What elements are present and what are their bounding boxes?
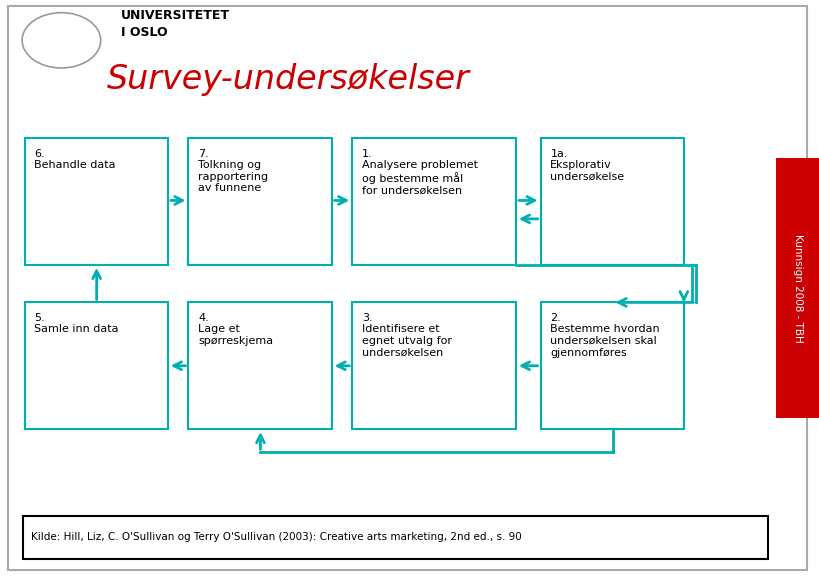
Text: Survey-undersøkelser: Survey-undersøkelser [106,63,469,96]
Text: Kunnsign 2008 - TBH: Kunnsign 2008 - TBH [793,234,803,342]
Text: UNIVERSITETET
I OSLO: UNIVERSITETET I OSLO [121,9,230,39]
Bar [23,516,768,559]
Bar [188,138,332,265]
Text: 1.
Analysere problemet
og bestemme mål
for undersøkelsen: 1. Analysere problemet og bestemme mål f… [362,149,478,196]
Text: 2.
Bestemme hvordan
undersøkelsen skal
gjennomføres: 2. Bestemme hvordan undersøkelsen skal g… [550,313,660,358]
Bar [352,302,516,429]
Text: 7.
Tolkning og
rapportering
av funnene: 7. Tolkning og rapportering av funnene [198,149,269,194]
Bar [352,138,516,265]
Bar [541,302,684,429]
Bar [25,138,168,265]
Bar [25,302,168,429]
Text: 3.
Identifisere et
egnet utvalg for
undersøkelsen: 3. Identifisere et egnet utvalg for unde… [362,313,452,358]
Text: 4.
Lage et
spørreskjema: 4. Lage et spørreskjema [198,313,274,346]
Text: 5.
Samle inn data: 5. Samle inn data [34,313,119,334]
Text: Kilde: Hill, Liz, C. O'Sullivan og Terry O'Sullivan (2003): Creative arts market: Kilde: Hill, Liz, C. O'Sullivan og Terry… [31,532,522,542]
Text: 6.
Behandle data: 6. Behandle data [34,149,116,170]
Bar [188,302,332,429]
Bar [776,158,819,418]
Bar [541,138,684,265]
Text: 1a.
Eksplorativ
undersøkelse: 1a. Eksplorativ undersøkelse [550,149,625,182]
